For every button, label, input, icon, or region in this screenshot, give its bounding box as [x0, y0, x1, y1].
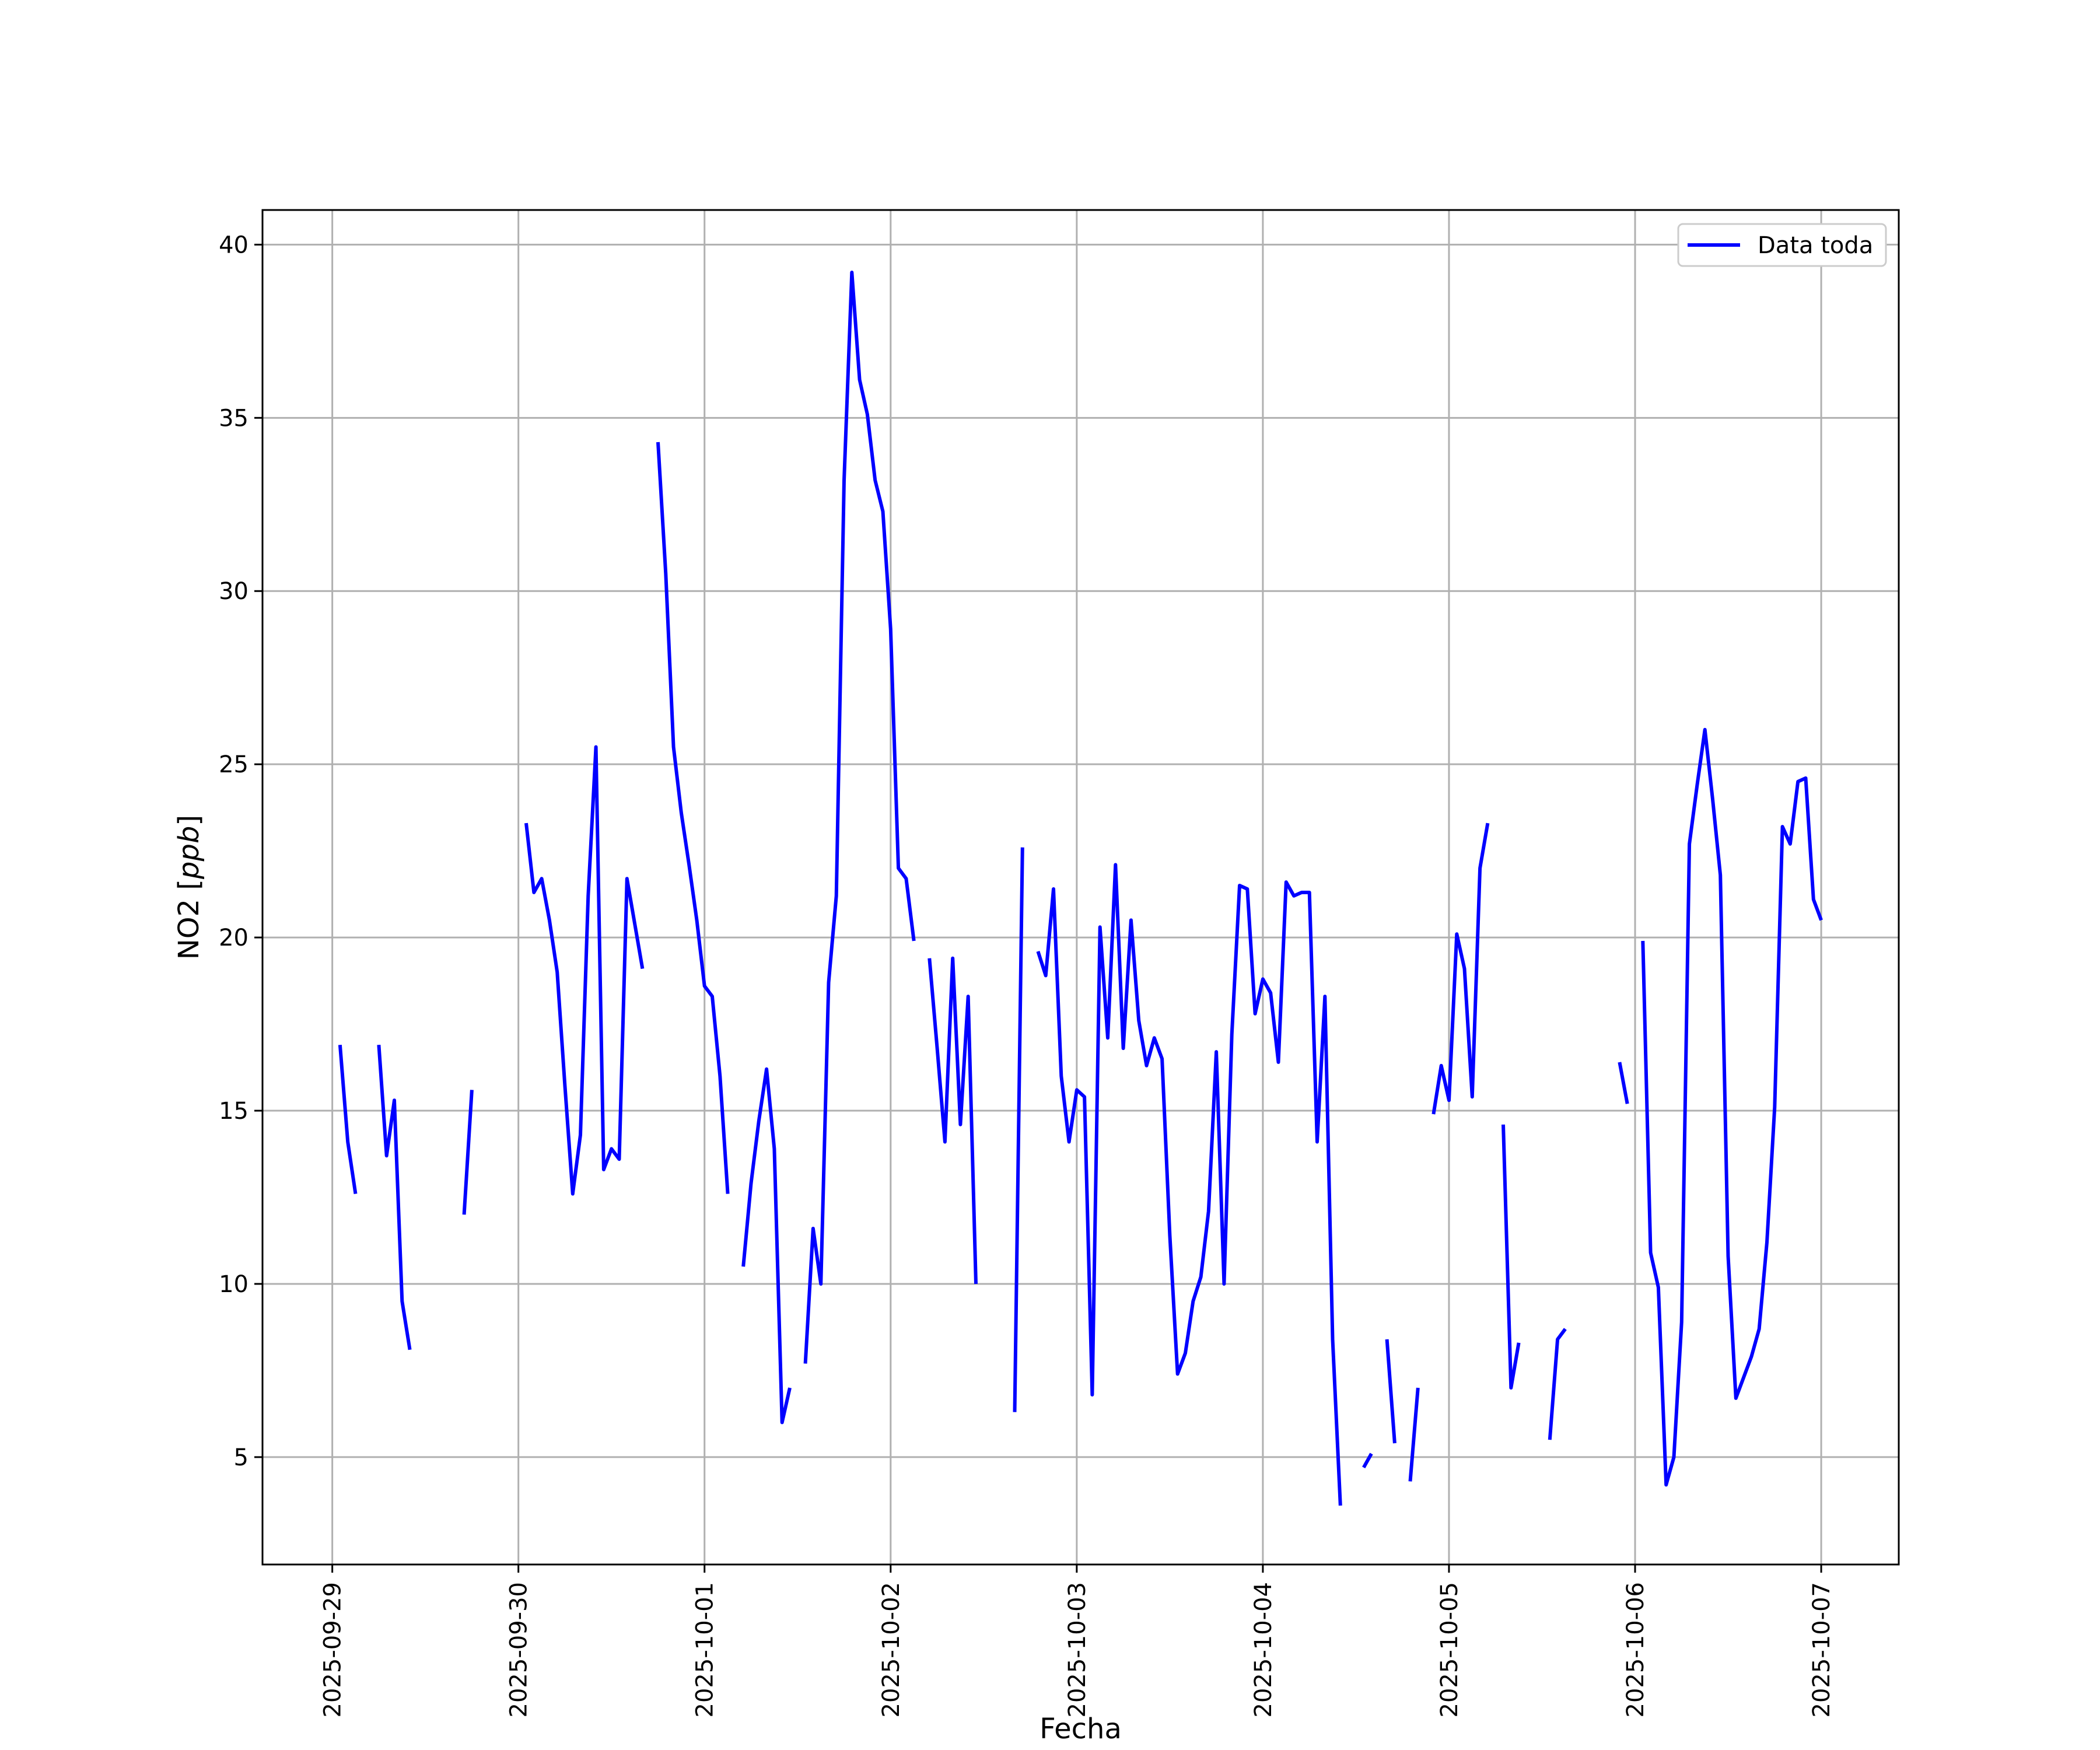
- legend-label: Data toda: [1758, 232, 1873, 259]
- y-tick-label: 20: [219, 925, 249, 951]
- plot-frame: [261, 209, 1900, 1566]
- series-line-segment: [1502, 1124, 1521, 1390]
- x-tick-label: 2025-09-30: [506, 1582, 533, 1717]
- grid-lines: [262, 210, 1899, 1564]
- series-line-segment: [1618, 1062, 1629, 1104]
- x-axis-label: Fecha: [1040, 1713, 1122, 1745]
- series-line-segment: [1432, 822, 1490, 1115]
- x-tick-label: 2025-10-01: [692, 1582, 719, 1717]
- x-tick-label: 2025-10-05: [1436, 1582, 1463, 1717]
- x-tick-label: 2025-10-03: [1064, 1582, 1091, 1717]
- legend: Data toda: [1677, 223, 1887, 267]
- y-axis-ticks: 5 10 15 20 25 30 35 40: [219, 232, 262, 1471]
- series-line-segment: [1013, 847, 1024, 1412]
- series-group: [338, 270, 1823, 1506]
- series-line-segment: [1362, 1452, 1373, 1469]
- series-line-segment: [928, 956, 978, 1284]
- x-tick-label: 2025-10-02: [878, 1582, 905, 1717]
- series-line-segment: [462, 1090, 474, 1215]
- legend-box: [1677, 223, 1887, 267]
- series-line-segment: [1036, 863, 1342, 1506]
- y-tick-label: 10: [219, 1271, 249, 1298]
- series-line-segment: [1408, 1387, 1420, 1482]
- x-axis-ticks: 2025-09-29 2025-09-30 2025-10-01 2025-10-02…: [320, 1564, 1835, 1717]
- series-line-segment: [1641, 727, 1823, 1487]
- y-axis-label-unit: ppb: [173, 826, 205, 880]
- series-line-segment: [656, 442, 730, 1194]
- y-axis-label: NO2 [ppb]: [173, 815, 205, 960]
- series-line-segment: [803, 270, 916, 1364]
- y-tick-label: 15: [219, 1098, 249, 1125]
- y-axis-label-text: NO2 [: [173, 879, 205, 960]
- series-line-segment: [377, 1044, 412, 1350]
- y-tick-label: 25: [219, 751, 249, 778]
- series-line-segment: [1548, 1328, 1567, 1440]
- series-line-segment: [741, 1067, 792, 1424]
- x-tick-label: 2025-09-29: [320, 1582, 346, 1717]
- series-line-segment: [338, 1044, 358, 1195]
- series-line-segment: [524, 745, 645, 1196]
- x-tick-label: 2025-10-07: [1808, 1582, 1835, 1717]
- x-tick-label: 2025-10-06: [1622, 1582, 1649, 1717]
- y-tick-label: 30: [219, 578, 249, 605]
- series-line-segment: [1385, 1339, 1396, 1444]
- y-tick-label: 40: [219, 232, 249, 258]
- y-tick-label: 5: [234, 1444, 249, 1471]
- y-tick-label: 35: [219, 405, 249, 432]
- y-axis-label-close: ]: [173, 815, 205, 826]
- x-tick-label: 2025-10-04: [1250, 1582, 1277, 1717]
